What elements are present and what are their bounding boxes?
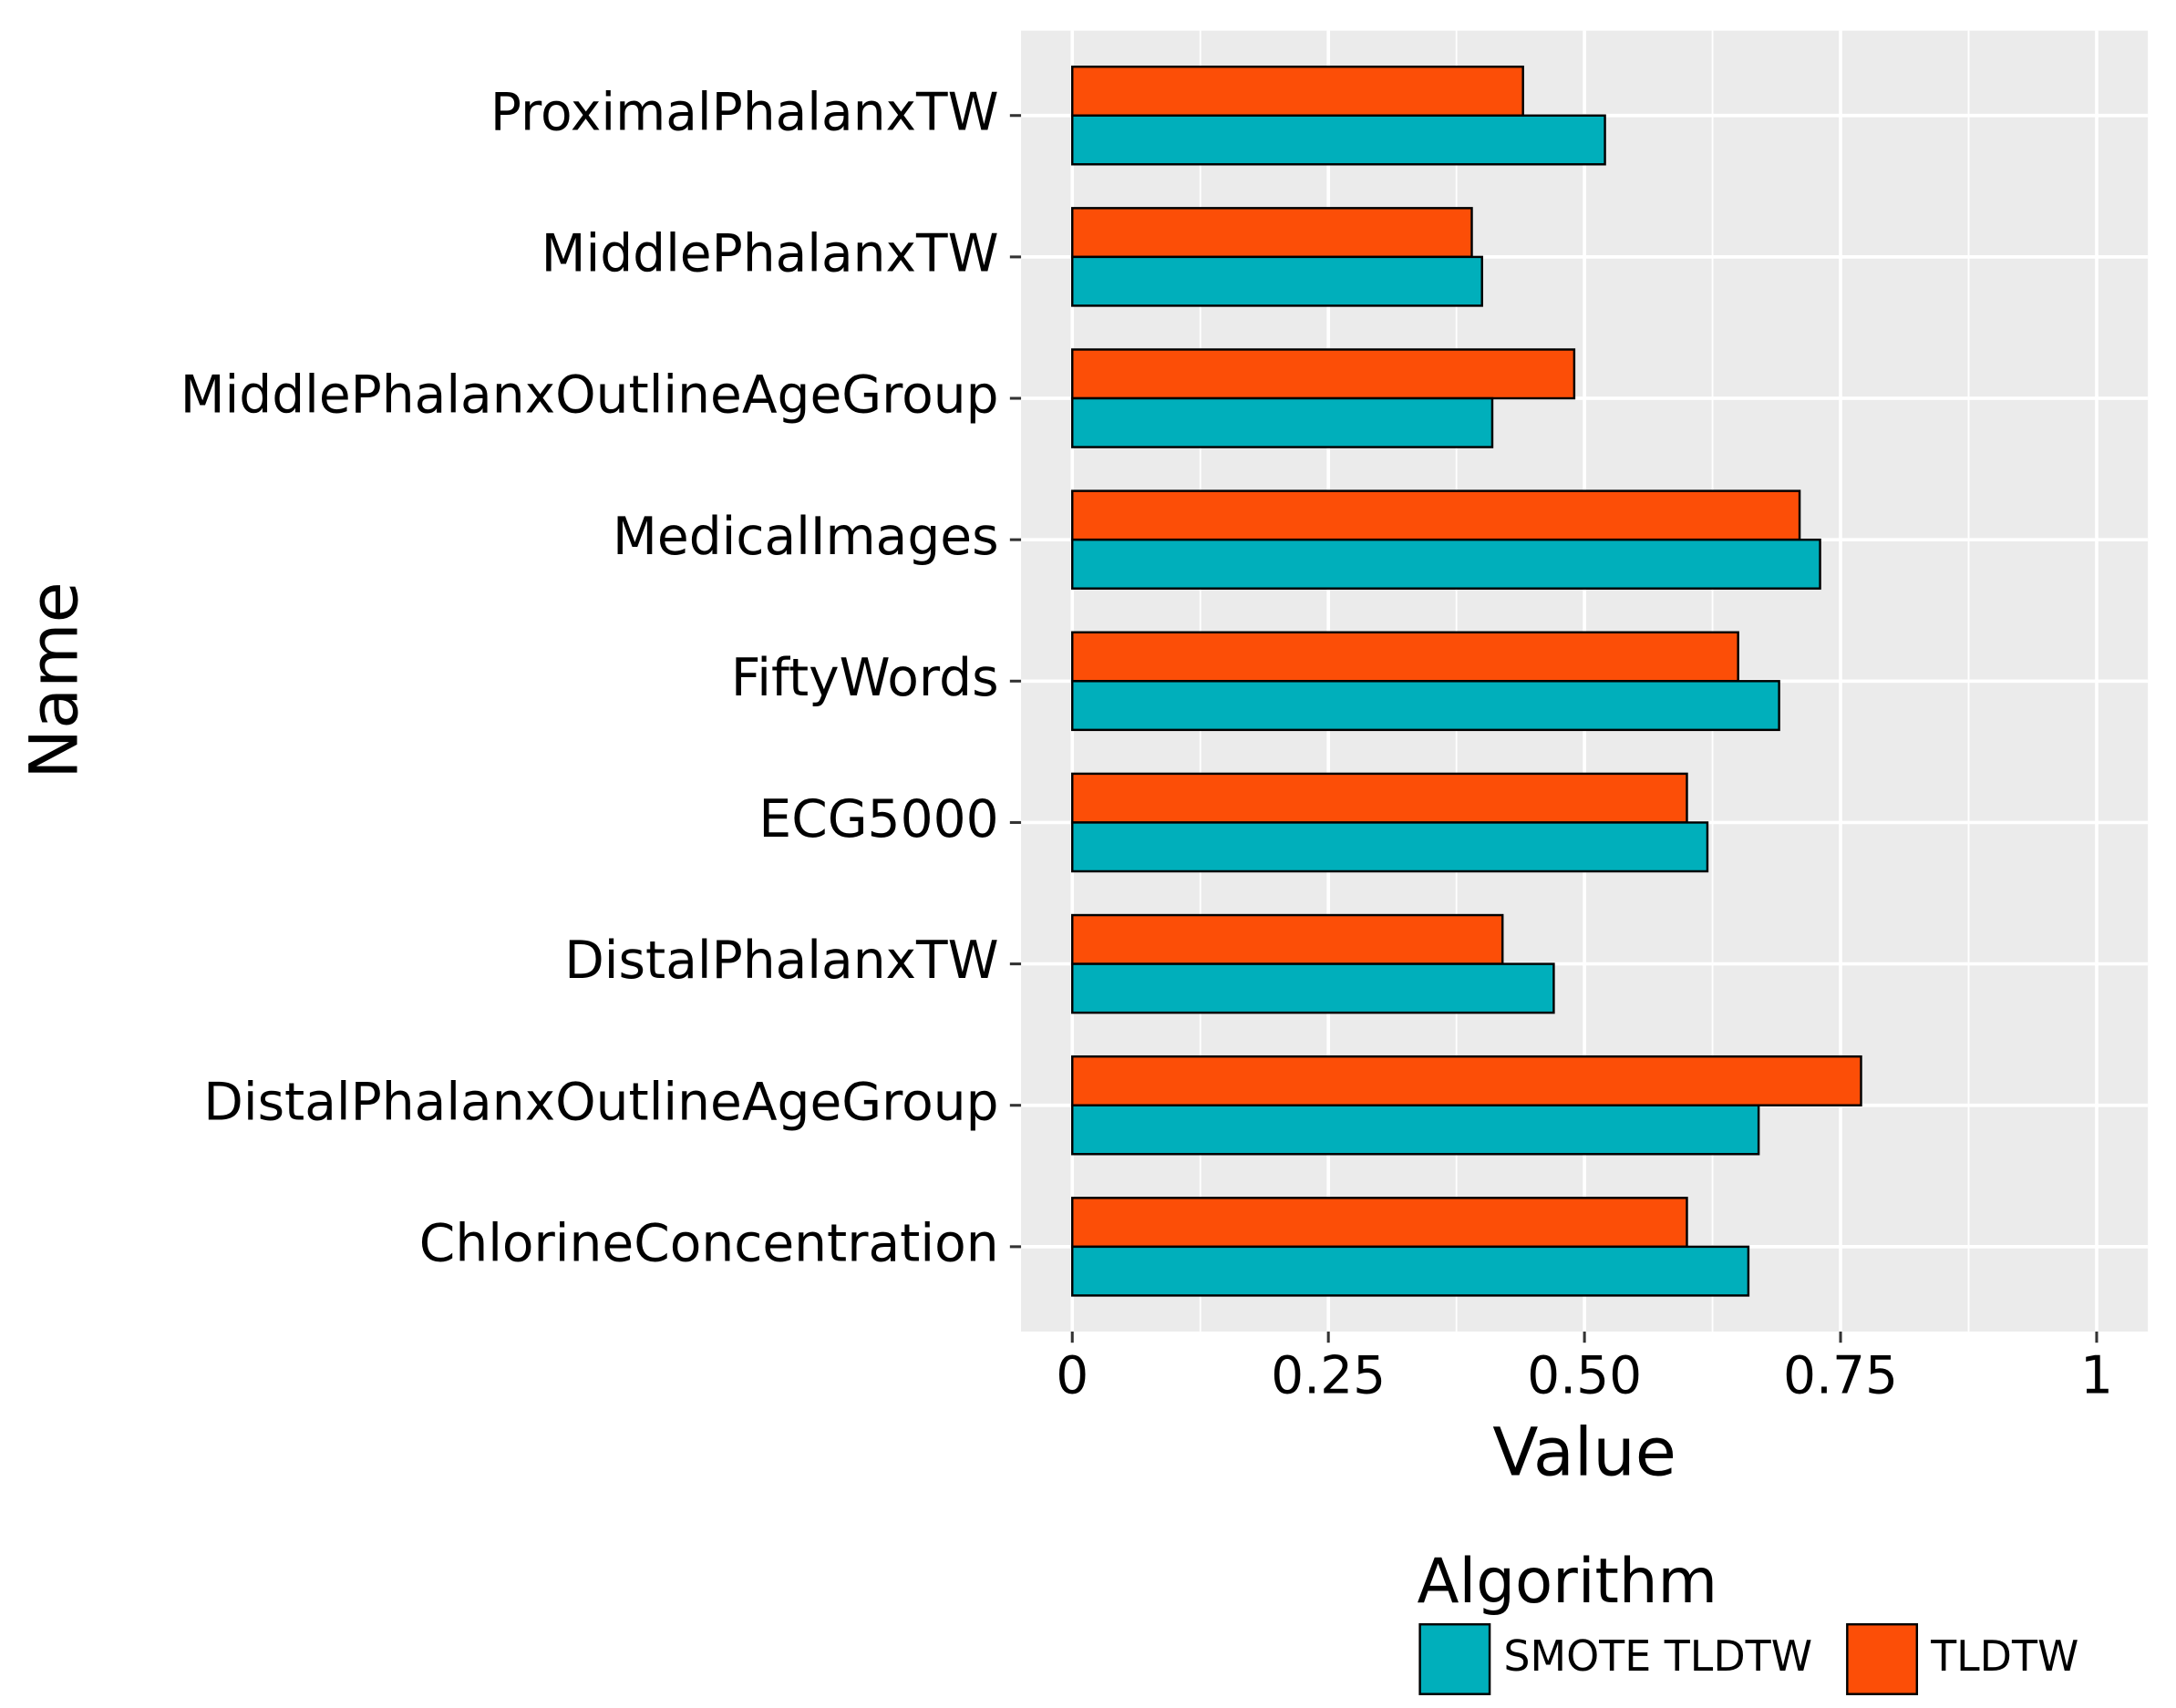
y-tick-label: DistalPhalanxTW bbox=[564, 931, 998, 991]
y-tick-label: ChlorineConcentration bbox=[419, 1213, 999, 1273]
bar bbox=[1071, 489, 1801, 541]
legend-title: Algorithm bbox=[1418, 1546, 1718, 1617]
bar bbox=[1071, 1055, 1862, 1106]
bar bbox=[1071, 207, 1473, 259]
bar bbox=[1071, 772, 1688, 824]
bar bbox=[1071, 114, 1606, 166]
legend-key bbox=[1846, 1622, 1919, 1695]
bar bbox=[1071, 962, 1555, 1014]
bar bbox=[1071, 538, 1821, 590]
y-tick-label: FiftyWords bbox=[731, 648, 999, 708]
bar bbox=[1071, 1245, 1750, 1297]
bar bbox=[1071, 348, 1576, 400]
x-tick-label: 0 bbox=[1056, 1346, 1088, 1406]
y-tick-label: ProximalPhalanxTW bbox=[490, 82, 999, 142]
y-tick-label: DistalPhalanxOutlineAgeGroup bbox=[203, 1072, 998, 1132]
x-tick-label: 0.50 bbox=[1527, 1346, 1642, 1406]
bar bbox=[1071, 65, 1524, 117]
y-tick-label: MedicalImages bbox=[613, 507, 999, 567]
bar bbox=[1071, 1197, 1688, 1249]
bar bbox=[1071, 821, 1709, 873]
bar bbox=[1071, 631, 1739, 683]
bar bbox=[1071, 1104, 1760, 1156]
x-tick-label: 0.75 bbox=[1783, 1346, 1898, 1406]
x-axis-title: Value bbox=[1492, 1415, 1676, 1492]
y-axis-title: Name bbox=[16, 581, 94, 779]
y-tick-label: MiddlePhalanxOutlineAgeGroup bbox=[180, 365, 999, 426]
y-tick-label: MiddlePhalanxTW bbox=[541, 223, 999, 283]
bar bbox=[1071, 396, 1494, 448]
legend-label: TLDTW bbox=[1930, 1631, 2078, 1681]
legend-label: SMOTE TLDTW bbox=[1503, 1631, 1812, 1681]
bar bbox=[1071, 680, 1780, 732]
x-tick-label: 0.25 bbox=[1271, 1346, 1386, 1406]
y-tick-label: ECG5000 bbox=[758, 789, 998, 849]
bar bbox=[1071, 913, 1504, 965]
x-tick-label: 1 bbox=[2080, 1346, 2113, 1406]
legend-key bbox=[1418, 1622, 1491, 1695]
bar bbox=[1071, 255, 1483, 307]
